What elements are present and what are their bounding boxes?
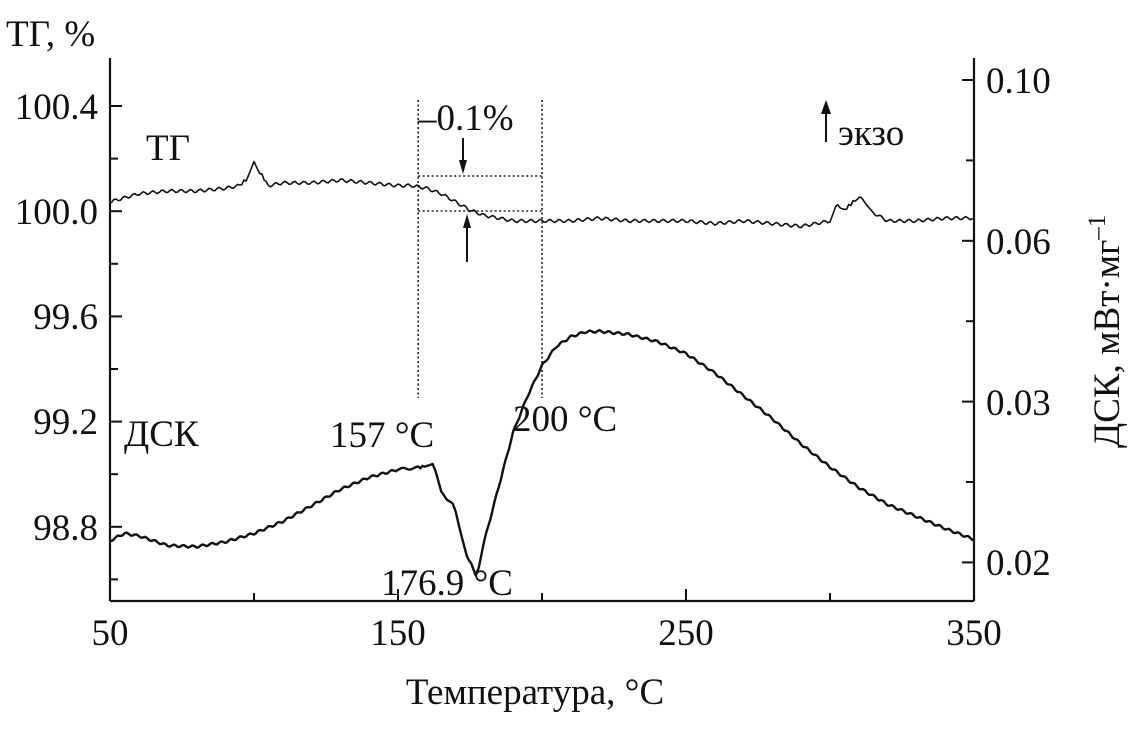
x-tick-label-350: 350 bbox=[946, 613, 1002, 654]
y-left-tick-label-2: 99.6 bbox=[33, 297, 98, 338]
axis-ticks bbox=[109, 79, 975, 601]
y-right-tick-label-2: 0.03 bbox=[986, 383, 1051, 424]
y-left-axis-title: ТГ, % bbox=[6, 14, 95, 55]
dsc-series-label: ДСК bbox=[124, 414, 199, 455]
y-right-tick-label-1: 0.06 bbox=[986, 222, 1051, 263]
peak-temperature-label: 176.9 °C bbox=[381, 563, 513, 604]
exo-label: экзо bbox=[838, 113, 904, 154]
y-right-axis-title: ДСК, мВт·мг–1 bbox=[1084, 215, 1128, 448]
series-group bbox=[109, 160, 975, 577]
mass-loss-label: –0.1% bbox=[417, 98, 514, 139]
exo-arrow-icon bbox=[821, 100, 831, 142]
onset-temperature-label: 157 °C bbox=[330, 415, 434, 456]
series-line-tg bbox=[109, 160, 975, 229]
y-right-tick-label-3: 0.02 bbox=[986, 543, 1051, 584]
y-left-tick-label-3: 99.2 bbox=[33, 402, 98, 443]
mass-loss-arrows-icon bbox=[459, 138, 471, 262]
end-temperature-label: 200 °C bbox=[513, 399, 617, 440]
tg-series-label: ТГ bbox=[146, 128, 190, 169]
x-axis-title: Температура, °C bbox=[406, 672, 664, 713]
y-right-axis-title-exp: –1 bbox=[1084, 215, 1111, 241]
x-tick-label-50: 50 bbox=[92, 613, 129, 654]
guide-lines bbox=[417, 100, 543, 398]
x-tick-label-250: 250 bbox=[658, 613, 714, 654]
x-tick-label-150: 150 bbox=[370, 613, 426, 654]
y-left-tick-label-0: 100.4 bbox=[15, 87, 98, 128]
tick-labels: 50 150 250 350 100.4 100.0 99.6 99.2 98.8 0.10 0.0… bbox=[15, 61, 1051, 654]
series-line-dsc bbox=[109, 328, 975, 577]
y-right-axis-title-main: ДСК, мВт·мг bbox=[1087, 240, 1128, 448]
y-left-tick-label-4: 98.8 bbox=[33, 508, 98, 549]
y-right-tick-label-0: 0.10 bbox=[986, 61, 1051, 102]
y-left-tick-label-1: 100.0 bbox=[15, 192, 98, 233]
